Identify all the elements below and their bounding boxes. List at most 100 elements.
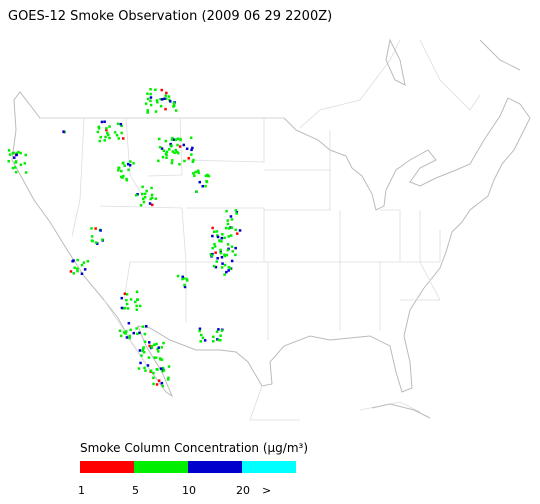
smoke-pixel [121,162,125,165]
smoke-pixel [187,157,190,160]
smoke-pixel [219,251,223,255]
smoke-pixel [97,125,100,129]
smoke-pixel [164,152,168,155]
smoke-pixel [229,234,233,237]
legend-tick-label: 20 [236,484,250,497]
smoke-pixel [104,135,107,139]
smoke-pixel [73,266,76,269]
smoke-pixel [15,152,19,155]
smoke-pixel [120,306,124,310]
smoke-pixel [217,328,220,331]
smoke-pixel [139,361,142,365]
smoke-pixel [117,169,120,172]
smoke-pixel [215,230,219,233]
smoke-pixel [207,174,211,178]
smoke-pixel [17,150,20,154]
smoke-pixel [159,104,163,108]
smoke-pixel [147,356,151,359]
smoke-pixel [157,346,160,349]
smoke-pixel [160,381,164,385]
smoke-pixel [108,125,111,128]
smoke-pixel [8,153,12,156]
smoke-pixel [69,270,73,273]
smoke-pixel [83,268,87,271]
smoke-pixel [170,144,173,147]
legend-swatch [242,461,296,473]
smoke-pixel [146,109,149,112]
smoke-pixel [108,136,111,140]
smoke-pixel [127,322,131,325]
smoke-pixel [137,367,141,370]
smoke-pixel [176,274,180,278]
smoke-pixel [7,149,11,152]
smoke-pixel [236,232,239,235]
smoke-pixel [138,331,141,335]
smoke-pixel [226,243,230,246]
smoke-pixel [128,164,132,167]
smoke-pixel [90,227,93,230]
smoke-pixel [203,339,207,342]
smoke-pixel [163,97,166,100]
smoke-pixel [125,293,129,296]
smoke-pixel [181,277,184,281]
smoke-pixel [227,227,231,230]
smoke-pixel [199,340,202,343]
smoke-pixel [118,329,122,332]
smoke-pixel [120,175,123,179]
smoke-pixel [150,345,153,348]
smoke-pixel [135,304,138,308]
smoke-pixel [162,369,166,372]
smoke-pixel [198,329,201,333]
legend-tick-label: 1 [78,484,85,497]
smoke-pixel [234,228,237,232]
smoke-pixel [205,180,209,184]
smoke-pixel [143,340,147,343]
smoke-pixel [157,350,160,353]
smoke-pixel [174,138,178,142]
smoke-pixel [156,101,159,104]
smoke-pixel [229,267,232,270]
smoke-pixel [120,169,123,173]
smoke-pixel [7,160,10,163]
smoke-pixel [152,376,155,380]
smoke-pixel [190,153,193,156]
smoke-pixel [152,382,155,386]
smoke-pixel [185,277,188,281]
legend-tick-label: 10 [182,484,196,497]
smoke-pixel [230,226,234,229]
smoke-pixel [135,194,138,197]
smoke-pixel [142,200,146,204]
smoke-pixel [115,134,119,137]
smoke-pixel [154,356,158,359]
smoke-pixel [143,196,147,199]
smoke-pixel [120,296,123,300]
smoke-pixel [15,153,18,157]
smoke-pixel [106,131,109,135]
smoke-pixel [136,193,139,196]
smoke-pixel [149,369,153,372]
smoke-pixel [155,368,158,371]
smoke-pixel [62,130,65,133]
smoke-pixel [122,137,125,140]
legend-swatch [80,461,134,473]
smoke-pixel [211,226,214,230]
smoke-pixel [148,344,151,348]
smoke-pixel [123,306,127,310]
smoke-pixel [198,327,202,330]
smoke-pixel [181,275,184,279]
smoke-pixel [119,122,123,126]
smoke-pixel [211,246,214,250]
smoke-pixel [150,186,153,190]
smoke-pixel [143,192,147,196]
smoke-pixel [160,88,163,92]
smoke-pixel [142,346,145,349]
smoke-pixel [72,272,75,275]
smoke-pixel [215,330,219,333]
smoke-pixel [224,226,228,230]
smoke-pixel [164,139,168,143]
smoke-pixel [231,250,234,253]
smoke-pixel [138,349,142,352]
smoke-pixel [120,131,123,135]
smoke-pixel [227,266,231,269]
